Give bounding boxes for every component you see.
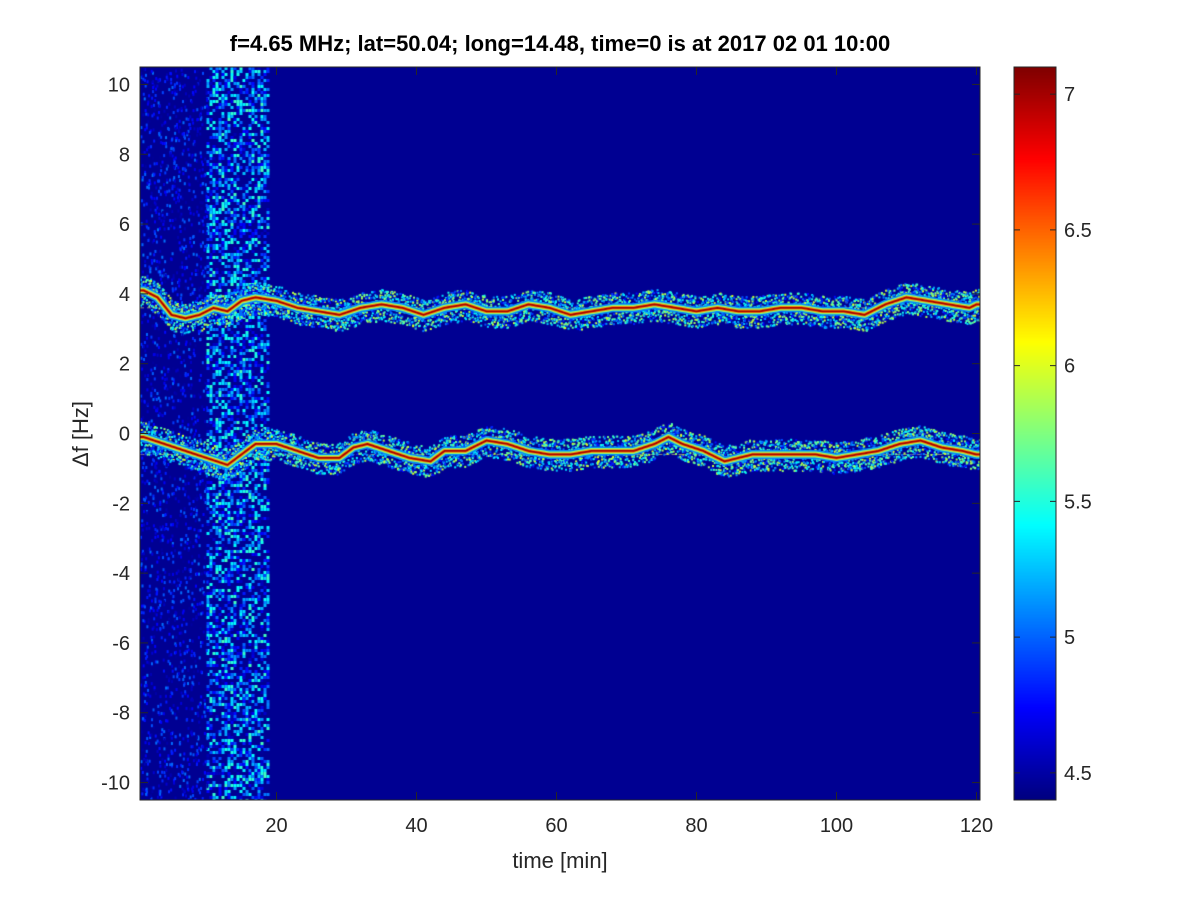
y-tick-label: 2 [119,354,130,376]
x-tick-label: 80 [685,815,707,837]
y-tick-label: 4 [119,284,130,306]
x-tick-label: 100 [820,815,853,837]
colorbar-tick-label: 5.5 [1064,491,1092,513]
colorbar-gradient [1014,67,1056,800]
y-tick-label: -8 [112,703,130,725]
y-tick-label: 10 [108,74,130,96]
x-tick-label: 60 [545,815,567,837]
y-tick-label: 8 [119,144,130,166]
colorbar-ticks: 7 6.5 6 5.5 5 4.5 [1014,84,1092,785]
colorbar: 7 6.5 6 5.5 5 4.5 [1013,66,1092,801]
colorbar-tick-label: 4.5 [1064,763,1092,785]
colorbar-frame [1013,66,1057,801]
colorbar-tick-label: 7 [1064,84,1075,106]
x-axis-label: time [min] [512,848,607,873]
x-tick-label: 20 [265,815,287,837]
y-tick-label: -4 [112,563,130,585]
x-axis: 20 40 60 80 100 120 [265,67,993,837]
heatmap-image [140,67,980,800]
y-tick-label: 6 [119,214,130,236]
y-axis: 10 8 6 4 2 0 -2 -4 -6 -8 -10 [101,74,980,795]
y-axis-label: Δf [Hz] [68,401,93,467]
colorbar-tick-label: 5 [1064,627,1075,649]
x-tick-label: 120 [960,815,993,837]
colorbar-tick-label: 6 [1064,356,1075,378]
y-tick-label: -10 [101,773,130,795]
y-tick-label: 0 [119,424,130,446]
y-tick-label: -6 [112,633,130,655]
y-tick-label: -2 [112,493,130,515]
chart-title: f=4.65 MHz; lat=50.04; long=14.48, time=… [230,31,890,56]
colorbar-tick-label: 6.5 [1064,220,1092,242]
x-tick-label: 40 [405,815,427,837]
